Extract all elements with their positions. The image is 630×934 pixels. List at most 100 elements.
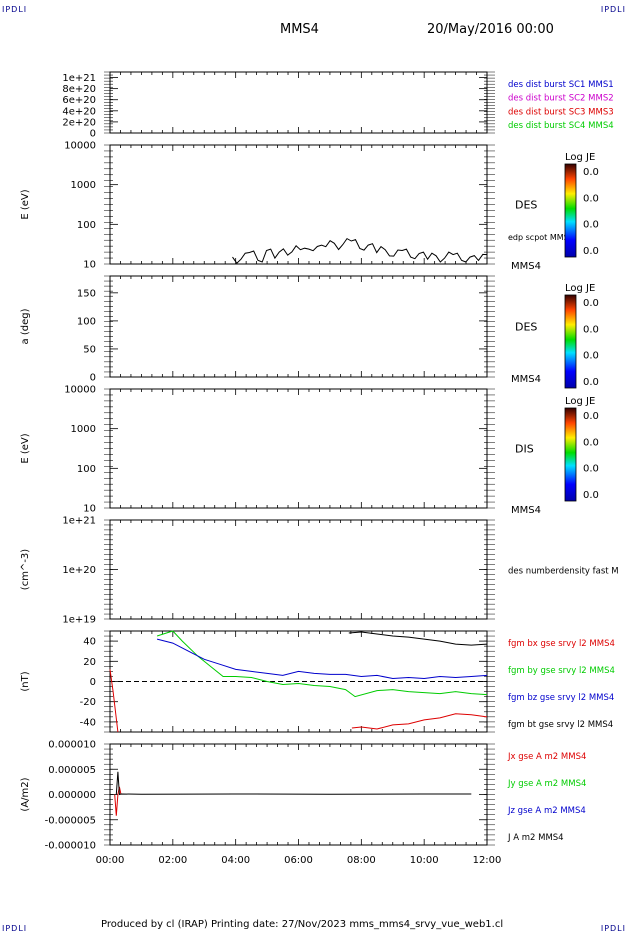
p7-series-1-seg-0 (115, 771, 472, 796)
p5-ytick-label: 1e+19 (62, 615, 96, 626)
p7-xtick-label: 10:00 (410, 855, 439, 866)
p2-scpot-trace (232, 237, 488, 264)
p6-legend-3: fgm bt gse srvy l2 MMS4 (508, 720, 613, 730)
p6-series-0-seg-0 (109, 669, 119, 733)
p3-ytick-label: 100 (77, 316, 96, 327)
p4-ytick-label: 1000 (71, 424, 96, 435)
p3-colorbar-tick: 0.0 (583, 324, 599, 335)
p1-ytick-label: 0 (90, 129, 96, 140)
corner-mark-bottom-right: IPDLI (600, 924, 626, 933)
p6-series-3-seg-0 (348, 631, 488, 646)
p6-series-1-seg-0 (156, 630, 488, 698)
p7-xtick-label: 04:00 (221, 855, 250, 866)
p2-ytick-label: 10 (83, 260, 96, 271)
p5-ylabel: (cm^-3) (20, 549, 31, 590)
p6-ytick-label: 0 (90, 677, 96, 688)
p7-series-0-seg-0 (114, 786, 122, 816)
p3-colorbar-tick: 0.0 (583, 377, 599, 388)
p6-ytick-label: 40 (83, 637, 96, 648)
p4-ytick-label: 10 (83, 504, 96, 515)
p7-ylabel: (A/m2) (20, 777, 31, 811)
p7-legend-3: J A m2 MMS4 (507, 833, 564, 843)
p2-frame (109, 144, 488, 265)
p2-colorbar-title: Log JE (565, 152, 595, 163)
p4-colorbar (564, 407, 577, 502)
p2-bottom-label: MMS4 (511, 261, 541, 272)
p2-colorbar-tick: 0.0 (583, 220, 599, 231)
p1-ytick-label: 4e+20 (62, 106, 96, 117)
p3-ytick-label: 0 (90, 373, 96, 384)
spacecraft-title: MMS4 (280, 22, 319, 37)
p3-colorbar-title: Log JE (565, 283, 595, 294)
corner-mark-bottom-left: IPDLI (2, 924, 28, 933)
p1-ytick-label: 1e+21 (62, 73, 96, 84)
p7-xtick-label: 12:00 (473, 855, 502, 866)
p4-colorbar-tick: 0.0 (583, 411, 599, 422)
p4-label: DIS (515, 443, 534, 456)
p7-ytick-label: -0.000005 (45, 815, 96, 826)
p7-xtick-label: 06:00 (284, 855, 313, 866)
p5-ytick-label: 1e+20 (62, 565, 96, 576)
p1-ytick-label: 8e+20 (62, 84, 96, 95)
p4-ytick-label: 10000 (64, 385, 96, 396)
p5-legend-0: des numberdensity fast M (508, 567, 619, 577)
p1-legend-1: des dist burst SC2 MMS2 (508, 94, 614, 104)
p7-ytick-label: 0.000000 (48, 790, 96, 801)
corner-mark-top-right: IPDLI (600, 5, 626, 14)
p7-ytick-label: 0.000010 (48, 740, 96, 751)
p3-ytick-label: 150 (77, 288, 96, 299)
p7-legend-2: Jz gse A m2 MMS4 (507, 806, 586, 816)
p3-label: DES (515, 321, 537, 334)
p6-ylabel: (nT) (20, 671, 31, 691)
p6-legend-1: fgm by gse srvy l2 MMS4 (508, 666, 615, 676)
p3-colorbar-tick: 0.0 (583, 351, 599, 362)
p3-ytick-label: 50 (83, 344, 96, 355)
p6-series-2-seg-0 (156, 638, 488, 680)
p2-colorbar-tick: 0.0 (583, 167, 599, 178)
p4-frame (109, 388, 488, 509)
p4-colorbar-tick: 0.0 (583, 490, 599, 501)
p6-ytick-label: -20 (80, 697, 96, 708)
p2-ylabel: E (eV) (20, 189, 31, 219)
p2-label: DES (515, 199, 537, 212)
p7-ytick-label: -0.000010 (45, 841, 96, 852)
p1-legend-3: des dist burst SC4 MMS4 (508, 121, 614, 131)
p2-ytick-label: 1000 (71, 180, 96, 191)
footer-credit: Produced by cl (IRAP) Printing date: 27/… (101, 919, 504, 930)
p1-ytick-label: 2e+20 (62, 117, 96, 128)
p3-ylabel: a (deg) (20, 308, 31, 344)
p6-legend-2: fgm bz gse srvy l2 MMS4 (508, 693, 614, 703)
p4-colorbar-title: Log JE (565, 396, 595, 407)
p6-series-0-seg-1 (351, 713, 488, 730)
p2-colorbar-tick: 0.0 (583, 193, 599, 204)
p7-ytick-label: 0.000005 (48, 765, 96, 776)
p2-ytick-label: 10000 (64, 141, 96, 152)
p7-legend-0: Jx gse A m2 MMS4 (507, 752, 586, 762)
corner-mark-top-left: IPDLI (2, 5, 28, 14)
p7-xtick-label: 00:00 (96, 855, 125, 866)
p1-legend-0: des dist burst SC1 MMS1 (508, 80, 614, 90)
p4-colorbar-tick: 0.0 (583, 437, 599, 448)
p7-legend-1: Jy gse A m2 MMS4 (507, 779, 586, 789)
p1-frame (109, 71, 488, 134)
p4-bottom-label: MMS4 (511, 505, 541, 516)
p4-ylabel: E (eV) (20, 433, 31, 463)
p5-ytick-label: 1e+21 (62, 516, 96, 527)
p1-ytick-label: 6e+20 (62, 95, 96, 106)
p1-legend-2: des dist burst SC3 MMS3 (508, 107, 614, 117)
p3-colorbar (564, 294, 577, 389)
p2-colorbar (564, 163, 577, 258)
date-title: 20/May/2016 00:00 (427, 22, 554, 37)
p2-sublabel: edp scpot MMS4 (508, 233, 574, 242)
p4-ytick-label: 100 (77, 464, 96, 475)
p4-colorbar-tick: 0.0 (583, 464, 599, 475)
p2-colorbar-tick: 0.0 (583, 246, 599, 257)
p3-bottom-label: MMS4 (511, 374, 541, 385)
p3-colorbar-tick: 0.0 (583, 298, 599, 309)
p6-ytick-label: 20 (83, 657, 96, 668)
p3-frame (109, 275, 488, 378)
p6-legend-0: fgm bx gse srvy l2 MMS4 (508, 639, 615, 649)
p2-ytick-label: 100 (77, 220, 96, 231)
p5-frame (109, 519, 488, 620)
